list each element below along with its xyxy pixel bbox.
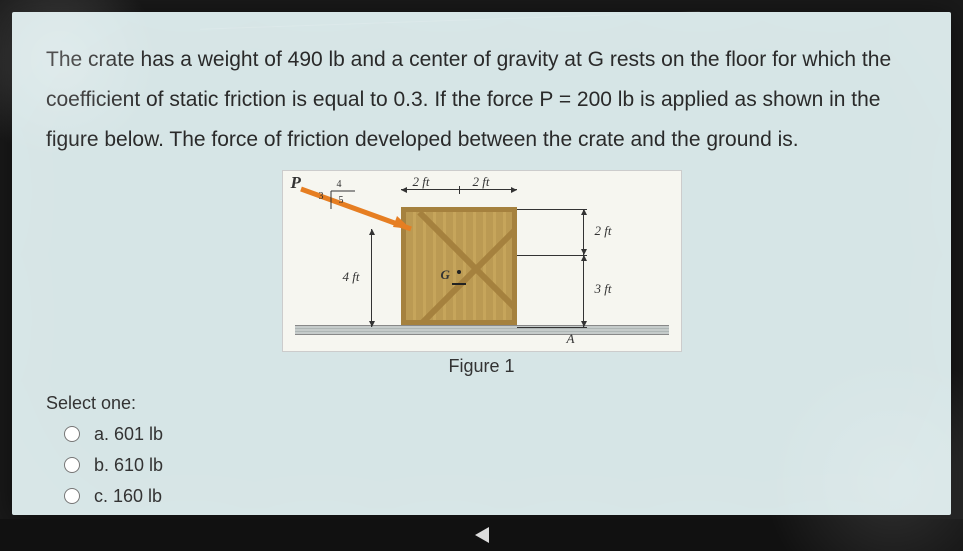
option-a-label: a. 601 lb (94, 424, 163, 445)
figure-wrapper: A G P 5 3 4 (46, 170, 917, 352)
option-b-label: b. 610 lb (94, 455, 163, 476)
dim-right-lower-label: 3 ft (595, 281, 612, 297)
figure-caption: Figure 1 (46, 356, 917, 377)
dim-top-left-label: 2 ft (413, 174, 430, 190)
question-text-block: The crate has a weight of 490 lb and a c… (46, 40, 917, 160)
center-of-gravity-dot (457, 270, 461, 274)
option-c-label: c. 160 lb (94, 486, 162, 507)
label-tri-hyp: 5 (339, 195, 344, 206)
device-nav-bar (0, 519, 963, 551)
floor (295, 325, 669, 335)
option-a[interactable]: a. 601 lb (64, 424, 917, 445)
option-c-radio[interactable] (64, 488, 80, 504)
dim-left-label: 4 ft (343, 269, 360, 285)
dim-right-upper (583, 209, 584, 255)
label-g: G (441, 267, 450, 283)
question-card: The crate has a weight of 490 lb and a c… (12, 12, 951, 515)
answer-block: Select one: a. 601 lb b. 610 lb c. 160 l… (46, 393, 917, 507)
label-tri-opp: 3 (319, 191, 324, 202)
nav-back-icon[interactable] (475, 527, 489, 543)
dim-right-upper-label: 2 ft (595, 223, 612, 239)
dim-right-lower (583, 255, 584, 327)
figure-1: A G P 5 3 4 (282, 170, 682, 352)
question-text: The crate has a weight of 490 lb and a c… (46, 40, 917, 160)
label-a: A (567, 331, 575, 347)
label-tri-adj: 4 (337, 179, 342, 190)
center-of-gravity-bar (452, 283, 466, 285)
label-p: P (291, 173, 301, 193)
option-c[interactable]: c. 160 lb (64, 486, 917, 507)
ext-line (517, 209, 587, 210)
option-b-radio[interactable] (64, 457, 80, 473)
ext-line (517, 255, 587, 256)
option-a-radio[interactable] (64, 426, 80, 442)
option-b[interactable]: b. 610 lb (64, 455, 917, 476)
dim-top-right-label: 2 ft (473, 174, 490, 190)
force-arrow-p (293, 183, 433, 243)
select-one-label: Select one: (46, 393, 917, 414)
dim-left (371, 229, 372, 327)
ext-line (517, 327, 587, 328)
